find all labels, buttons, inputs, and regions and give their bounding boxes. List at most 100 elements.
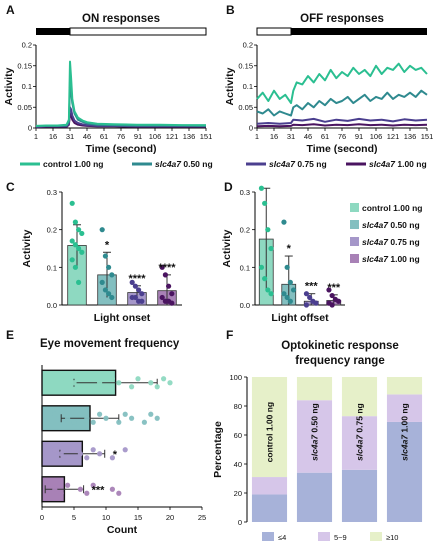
x-tick-label: 61 (321, 132, 329, 141)
y-tick-label: 0.15 (238, 61, 253, 70)
data-point (103, 415, 109, 421)
y-tick-label: 80 (234, 402, 242, 411)
data-point (169, 300, 175, 306)
data-point (77, 384, 83, 390)
data-point (84, 415, 90, 421)
stacked-segment-f_mid (386, 394, 423, 422)
y-axis-label: Percentage (212, 421, 224, 478)
series-line-control (256, 62, 428, 105)
legend-label-s100: slc4a7 1.00 ng (369, 159, 427, 169)
y-tick-label: 0.0 (47, 301, 57, 310)
legend-label-control: control 1.00 ng (43, 159, 103, 169)
data-point (287, 279, 293, 285)
data-point (287, 298, 293, 304)
significance-mark: * (105, 239, 110, 251)
y-axis-label: Activity (221, 229, 233, 267)
data-point (77, 451, 83, 457)
legend-label-f_low: ≤4 (278, 533, 286, 542)
y-axis-label: Activity (3, 67, 15, 105)
x-tick-label: 16 (49, 132, 57, 141)
data-point (77, 411, 83, 417)
data-point (159, 264, 165, 270)
data-point (148, 380, 154, 386)
x-tick-label: 1 (34, 132, 38, 141)
significance-mark: * (287, 243, 292, 255)
panel-label-a: A (6, 3, 15, 17)
legend-swatch-s075_light (350, 237, 359, 246)
data-point (76, 279, 82, 285)
data-point (69, 200, 75, 206)
data-point (65, 482, 71, 488)
category-label: control 1.00 ng (265, 402, 275, 462)
data-point (136, 287, 142, 293)
data-point (90, 447, 96, 453)
significance-mark: **** (128, 273, 146, 285)
panel-label-c: C (6, 180, 15, 194)
category-label: slc4a7 0.50 ng (310, 403, 320, 461)
data-point (116, 490, 122, 496)
legend-swatch-f_low (262, 532, 274, 541)
data-point (307, 294, 313, 301)
x-axis-label: Time (second) (86, 143, 157, 155)
data-point (109, 272, 115, 278)
panel-label-d: D (224, 180, 233, 194)
x-tick-label: 46 (83, 132, 91, 141)
x-tick-label: 25 (198, 513, 206, 522)
x-tick-label: 0 (40, 513, 44, 522)
stacked-segment-f_high (296, 377, 333, 401)
panel-label-e: E (6, 328, 14, 342)
data-point (281, 219, 287, 225)
panel-label-b: B (226, 3, 235, 17)
legend-swatch-s050_light (350, 220, 359, 229)
stimulus-bar-light (256, 27, 292, 36)
data-point (265, 287, 271, 293)
y-tick-label: 0.1 (243, 82, 253, 91)
y-tick-label: 0.3 (47, 188, 57, 197)
data-point (72, 264, 78, 270)
data-point (141, 419, 147, 425)
significance-mark: *** (92, 484, 106, 496)
data-point (258, 264, 265, 270)
data-point (154, 384, 160, 390)
x-tick-label: 20 (166, 513, 174, 522)
data-point (162, 272, 168, 278)
x-axis-label: Light onset (94, 312, 151, 324)
y-tick-label: 60 (234, 431, 242, 440)
series-line-s050 (256, 89, 428, 117)
data-point (132, 283, 138, 289)
panel-title-f-line1: Optokinetic response (281, 340, 399, 352)
legend-label-s075: slc4a7 0.75 ng (269, 159, 327, 169)
y-axis-label: Activity (224, 67, 236, 105)
data-point (139, 298, 145, 304)
x-tick-label: 136 (404, 132, 417, 141)
data-point (52, 411, 58, 417)
data-point (154, 415, 160, 421)
significance-mark: *** (305, 281, 319, 293)
x-tick-label: 15 (134, 513, 142, 522)
x-tick-label: 91 (355, 132, 363, 141)
y-tick-label: 0.2 (47, 226, 57, 235)
y-tick-label: 0 (28, 124, 32, 133)
series-line-control (35, 60, 206, 127)
stacked-segment-f_low (251, 494, 288, 522)
x-tick-label: 16 (270, 132, 278, 141)
x-axis-label: Count (107, 524, 138, 536)
data-point (52, 447, 58, 453)
data-point (161, 376, 167, 382)
x-tick-label: 5 (72, 513, 76, 522)
data-point (329, 302, 335, 308)
data-point (97, 411, 103, 417)
data-point (90, 482, 96, 488)
data-point (281, 291, 287, 297)
panel-title-f-line2: frequency range (295, 355, 384, 367)
legend-label-f_high: ≥10 (386, 533, 398, 542)
y-tick-label: 0.0 (240, 301, 250, 310)
legend-label-d-s100_light: slc4a7 1.00 ng (362, 254, 420, 264)
panel-title-e: Eye movement frequency (40, 338, 180, 350)
panel-label-f: F (226, 328, 233, 342)
y-tick-label: 0.05 (17, 103, 32, 112)
data-point (329, 292, 335, 299)
data-point (84, 490, 90, 496)
y-tick-label: 0.2 (240, 226, 250, 235)
stacked-segment-f_high (341, 377, 378, 417)
